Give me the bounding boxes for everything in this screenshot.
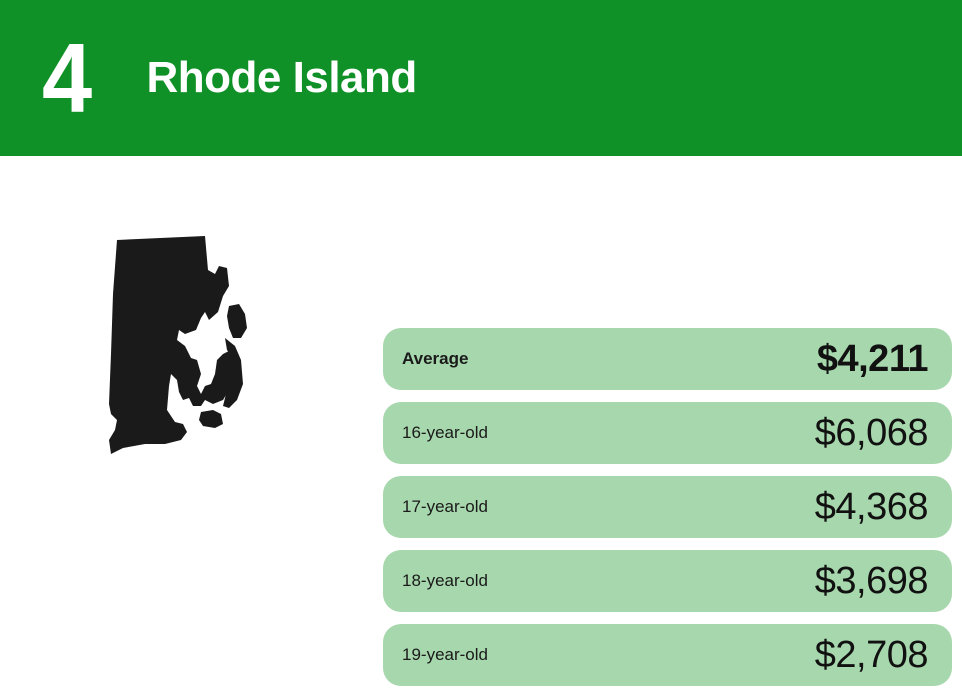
row-label: 16-year-old (402, 423, 488, 442)
row-value: $2,708 (814, 634, 929, 676)
row-value: $6,068 (814, 412, 929, 454)
row-label: 19-year-old (402, 645, 488, 664)
state-header-banner: 4 Rhode Island (0, 0, 962, 156)
row-label: 17-year-old (402, 497, 488, 516)
content-area: Average $4,211 16-year-old $6,068 17-yea… (0, 156, 962, 686)
rank-number: 4 (42, 23, 92, 133)
table-row: 16-year-old $6,068 (383, 402, 952, 464)
table-row: 19-year-old $2,708 (383, 624, 952, 686)
table-row: 18-year-old $3,698 (383, 550, 952, 612)
page-title: Rhode Island (146, 53, 418, 102)
rhode-island-map-icon (105, 234, 300, 464)
value-rows-list: Average $4,211 16-year-old $6,068 17-yea… (383, 328, 952, 698)
row-value: $3,698 (814, 560, 929, 602)
row-value: $4,368 (814, 486, 929, 528)
row-label: Average (402, 349, 469, 368)
table-row: Average $4,211 (383, 328, 952, 390)
row-label: 18-year-old (402, 571, 488, 590)
table-row: 17-year-old $4,368 (383, 476, 952, 538)
row-value: $4,211 (816, 338, 929, 380)
